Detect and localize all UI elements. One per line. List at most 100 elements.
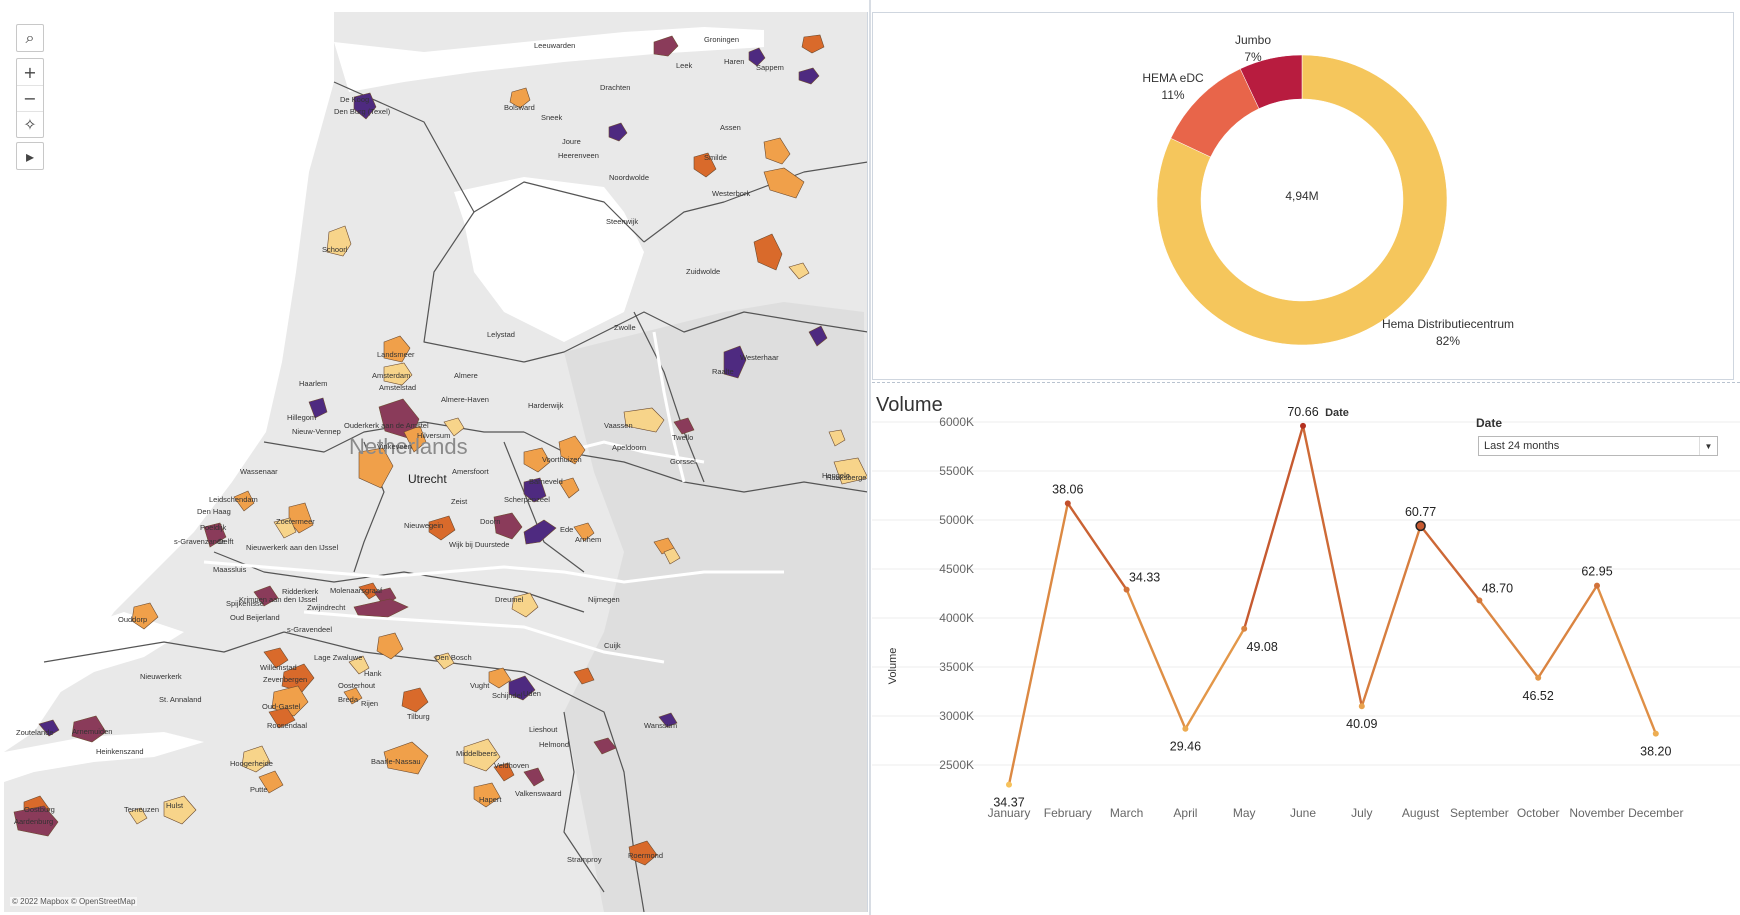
place-label: Leidschendam — [209, 495, 258, 504]
chevron-down-icon[interactable]: ▼ — [1699, 437, 1717, 455]
volume-title: Volume — [876, 394, 943, 416]
place-label: Haren — [724, 57, 744, 66]
place-label: Voorthuizen — [542, 455, 582, 464]
series-line-segment — [1537, 584, 1599, 679]
place-label: Steenwijk — [606, 217, 638, 226]
place-label: Sneek — [541, 113, 563, 122]
y-tick-label: 2500K — [939, 758, 974, 772]
place-label: Lieshout — [529, 725, 558, 734]
wadden — [334, 27, 764, 92]
place-label: Breda — [338, 695, 359, 704]
series-line-segment — [1066, 502, 1128, 591]
place-label: Amstelstad — [379, 383, 416, 392]
pin-map-icon[interactable]: ✧ — [17, 111, 43, 137]
place-label: Krimpen aan den IJssel — [239, 595, 318, 604]
place-label: Lelystad — [487, 330, 515, 339]
data-label: 40.09 — [1346, 717, 1377, 731]
data-point[interactable] — [1535, 674, 1542, 681]
data-point[interactable] — [1594, 582, 1600, 589]
place-label: Hapert — [479, 795, 502, 804]
data-point[interactable] — [1358, 703, 1365, 710]
data-label: 38.06 — [1052, 482, 1083, 496]
place-label: Twello — [672, 433, 693, 442]
y-tick-label: 5000K — [939, 513, 974, 527]
map-view[interactable]: Netherlands Utrecht Leeuwarden Groningen H… — [4, 12, 868, 912]
place-label: Dreumel — [495, 595, 524, 604]
place-label: Assen — [720, 123, 741, 132]
data-point[interactable] — [1182, 725, 1189, 732]
place-label: Heerenveen — [558, 151, 599, 160]
search-icon[interactable]: ⌕ — [25, 28, 35, 47]
data-label: 48.70 — [1482, 581, 1513, 595]
x-tick-label: April — [1173, 806, 1197, 820]
date-filter-dropdown[interactable]: Last 24 months ▼ — [1478, 436, 1718, 456]
place-label: Baarle-Nassau — [371, 757, 421, 766]
map-search-control[interactable]: ⌕ — [16, 24, 44, 52]
zoom-in-button[interactable]: + — [23, 62, 37, 82]
data-point[interactable] — [1241, 625, 1248, 632]
date-filter-label: Date — [1476, 416, 1503, 430]
play-icon[interactable]: ▸ — [25, 146, 35, 166]
series-line-segment — [1595, 584, 1657, 735]
vertical-divider[interactable] — [869, 0, 871, 915]
data-point[interactable] — [1300, 422, 1306, 429]
zeeland-water — [4, 612, 184, 712]
zoom-out-button[interactable]: − — [17, 85, 43, 111]
date-filter-value: Last 24 months — [1484, 440, 1560, 452]
place-label: Vaassen — [604, 421, 633, 430]
map-zoom-controls[interactable]: + − ✧ — [16, 58, 44, 138]
place-label: Joure — [562, 137, 581, 146]
place-label: s-Gravendeel — [287, 625, 332, 634]
data-point[interactable] — [1652, 730, 1659, 737]
donut-chart-pane: 4,94M Jumbo 7% HEMA eDC 11% Hema Distrib… — [872, 12, 1734, 380]
donut-slice-hema-dc[interactable] — [1156, 54, 1448, 346]
place-label: Scherpenzeel — [504, 495, 550, 504]
data-label: 60.77 — [1405, 505, 1436, 519]
place-label: s-Gravenzande — [174, 537, 225, 546]
place-label: Hengelo — [822, 471, 850, 480]
place-labels: Leeuwarden Groningen Haren Sappem Leek Dracht… — [14, 35, 867, 864]
place-label: Aardenburg — [14, 817, 53, 826]
data-point[interactable] — [1123, 586, 1130, 593]
place-label: Tilburg — [407, 712, 430, 721]
place-label: Zeist — [451, 497, 468, 506]
volume-line-chart[interactable]: 2500K 3000K 3500K 4000K 4500K 5000K 5500K 6000K… — [872, 386, 1740, 915]
place-label: Willemstad — [260, 663, 297, 672]
donut-chart[interactable]: 4,94M Jumbo 7% HEMA eDC 11% Hema Distrib… — [873, 13, 1735, 381]
x-tick-label: January — [988, 806, 1031, 820]
place-label: Hoogerheide — [230, 759, 273, 768]
place-label: Landsmeer — [377, 350, 415, 359]
place-label: Vinkeveen — [377, 442, 412, 451]
place-label: Hank — [364, 669, 382, 678]
data-point[interactable] — [1006, 781, 1012, 788]
data-point[interactable] — [1064, 500, 1071, 507]
y-tick-label: 6000K — [939, 415, 974, 429]
x-tick-label: June — [1290, 806, 1316, 820]
place-label: Oostburg — [24, 805, 55, 814]
place-label: Ouddorp — [118, 615, 147, 624]
map-toolbar-expand[interactable]: ▸ — [16, 142, 44, 170]
place-label: Nieuwegein — [404, 521, 443, 530]
data-point[interactable] — [1476, 597, 1483, 604]
place-label: Ouderkerk aan de Amstel — [344, 421, 429, 430]
data-point[interactable] — [1415, 520, 1426, 532]
place-label: Leek — [676, 61, 693, 70]
map-attribution[interactable]: © 2022 Mapbox © OpenStreetMap — [10, 897, 138, 906]
y-tick-label: 3500K — [939, 660, 974, 674]
map-canvas[interactable]: Netherlands Utrecht Leeuwarden Groningen H… — [4, 12, 868, 912]
place-label: Ede — [560, 525, 573, 534]
place-label: Almere — [454, 371, 478, 380]
place-label: Smilde — [704, 153, 727, 162]
place-label: Schijndel — [492, 691, 523, 700]
x-tick-label: May — [1233, 806, 1256, 820]
place-label: Hilversum — [417, 431, 450, 440]
donut-slice-jumbo[interactable] — [1239, 54, 1303, 109]
place-label: Putte — [250, 785, 268, 794]
data-label: 34.33 — [1129, 571, 1160, 585]
horizontal-divider — [872, 382, 1740, 383]
place-label: Den Haag — [197, 507, 231, 516]
place-label: Zwijndrecht — [307, 603, 346, 612]
westerschelde — [4, 732, 204, 782]
place-label: Maassluis — [213, 565, 247, 574]
place-label: Vught — [470, 681, 490, 690]
